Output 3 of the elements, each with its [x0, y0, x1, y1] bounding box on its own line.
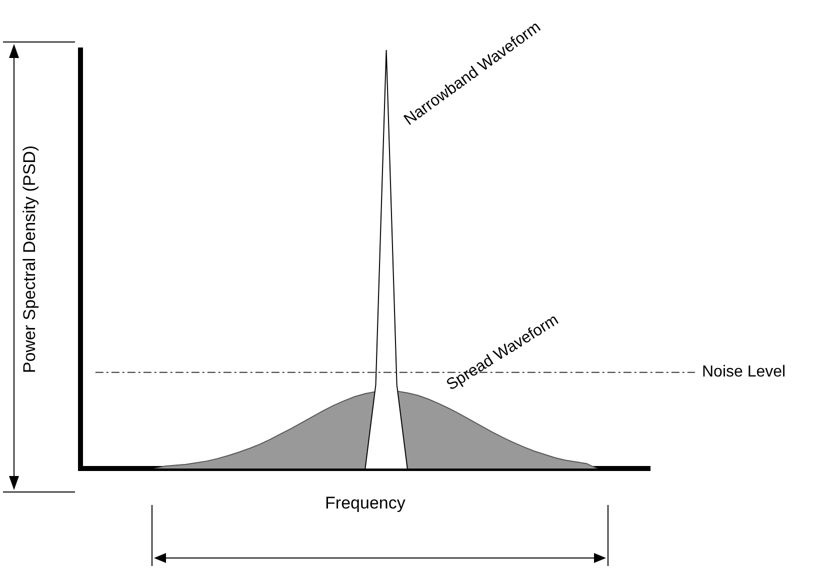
y-axis-title: Power Spectral Density (PSD)	[20, 145, 39, 374]
ref-line-label: Noise Level	[702, 364, 786, 381]
x-axis-title: Frequency	[325, 493, 406, 512]
